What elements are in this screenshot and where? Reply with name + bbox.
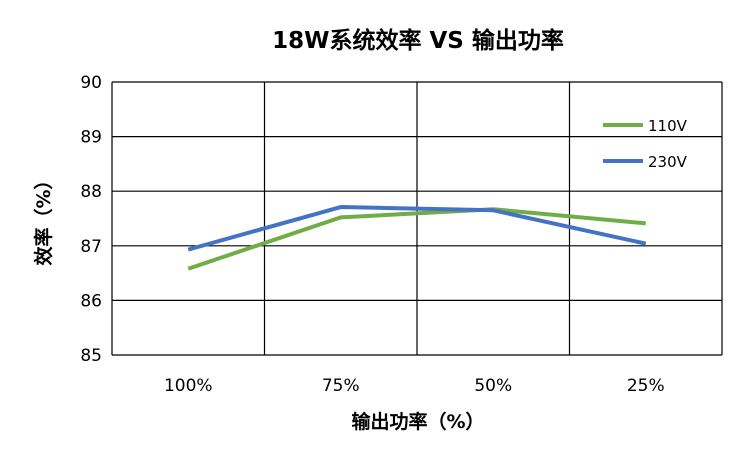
x-tick-label: 75% — [322, 376, 360, 396]
plot-grid — [111, 81, 723, 356]
y-tick-label: 89 — [80, 128, 102, 148]
chart-title: 18W系统效率 VS 输出功率 — [272, 27, 564, 54]
y-tick-label: 85 — [80, 346, 102, 366]
legend: 110V 230V — [603, 117, 688, 171]
y-axis-title: 效率（%） — [32, 170, 55, 265]
y-tick-label: 87 — [80, 237, 102, 257]
legend-label: 110V — [648, 117, 688, 135]
legend-label: 230V — [648, 153, 688, 171]
series-line-110V — [187, 207, 646, 271]
series-line-230V — [187, 205, 647, 252]
y-tick-label: 90 — [80, 73, 102, 93]
x-tick-labels: 100% 75% 50% 25% — [164, 376, 665, 396]
x-axis-title: 输出功率（%） — [351, 410, 484, 433]
y-tick-label: 86 — [80, 291, 102, 311]
series-lines — [187, 205, 647, 271]
x-tick-label: 100% — [164, 376, 213, 396]
x-tick-label: 50% — [474, 376, 512, 396]
y-tick-label: 88 — [80, 182, 102, 202]
y-tick-labels: 85 86 87 88 89 90 — [80, 73, 102, 366]
x-tick-label: 25% — [627, 376, 665, 396]
